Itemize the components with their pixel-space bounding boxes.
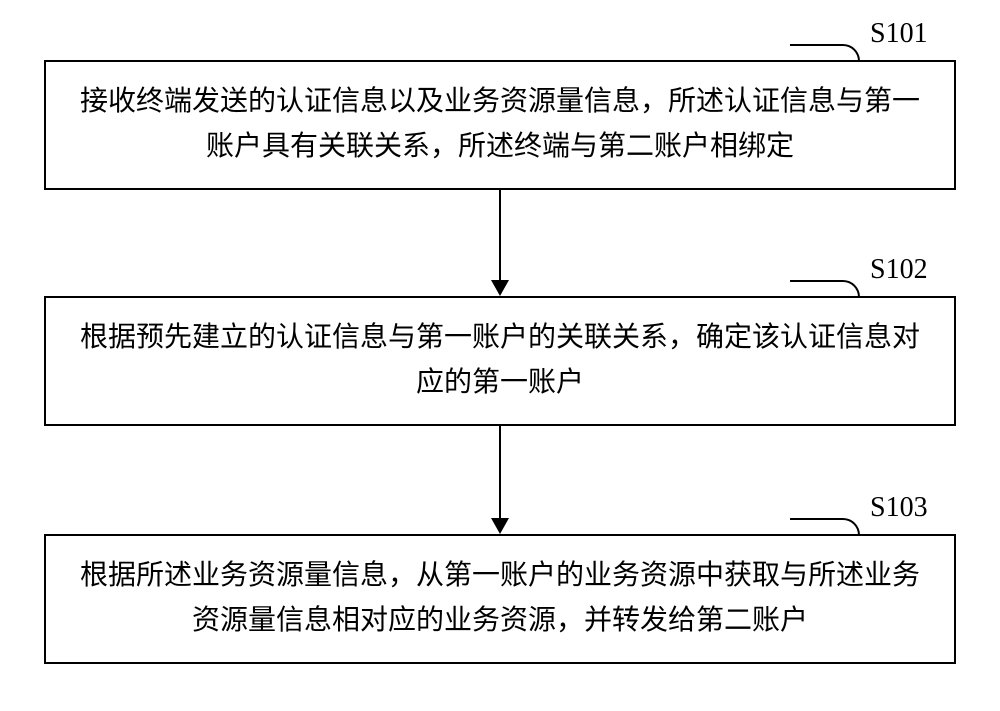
step-text-s101: 接收终端发送的认证信息以及业务资源量信息，所述认证信息与第一账户具有关联关系，所… [70,80,930,170]
step-text-s103: 根据所述业务资源量信息，从第一账户的业务资源中获取与所述业务资源量信息相对应的业… [70,554,930,644]
step-text-s102: 根据预先建立的认证信息与第一账户的关联关系，确定该认证信息对应的第一账户 [70,316,930,406]
step-box-s102: 根据预先建立的认证信息与第一账户的关联关系，确定该认证信息对应的第一账户 [44,296,956,426]
step-label-s101: S101 [870,18,928,50]
flowchart-canvas: S101 接收终端发送的认证信息以及业务资源量信息，所述认证信息与第一账户具有关… [0,0,1000,711]
step-label-s103: S103 [870,492,928,524]
arrow-s102-s103 [482,426,518,534]
leader-s103 [790,518,860,535]
step-box-s103: 根据所述业务资源量信息，从第一账户的业务资源中获取与所述业务资源量信息相对应的业… [44,534,956,664]
arrow-s101-s102 [482,190,518,296]
leader-s102 [790,280,860,297]
step-box-s101: 接收终端发送的认证信息以及业务资源量信息，所述认证信息与第一账户具有关联关系，所… [44,60,956,190]
step-label-s102: S102 [870,254,928,286]
leader-s101 [790,44,860,61]
